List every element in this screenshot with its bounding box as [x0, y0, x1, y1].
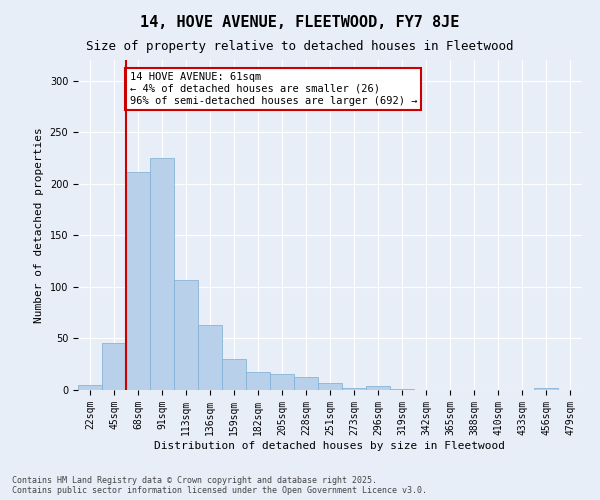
Bar: [342, 388, 366, 390]
Bar: [78, 385, 102, 390]
Text: Size of property relative to detached houses in Fleetwood: Size of property relative to detached ho…: [86, 40, 514, 53]
Bar: [534, 388, 558, 390]
Bar: [270, 374, 294, 390]
Text: 14 HOVE AVENUE: 61sqm
← 4% of detached houses are smaller (26)
96% of semi-detac: 14 HOVE AVENUE: 61sqm ← 4% of detached h…: [130, 72, 417, 106]
Text: 14, HOVE AVENUE, FLEETWOOD, FY7 8JE: 14, HOVE AVENUE, FLEETWOOD, FY7 8JE: [140, 15, 460, 30]
Bar: [390, 389, 414, 390]
Text: Contains HM Land Registry data © Crown copyright and database right 2025.
Contai: Contains HM Land Registry data © Crown c…: [12, 476, 427, 495]
Bar: [150, 158, 174, 390]
X-axis label: Distribution of detached houses by size in Fleetwood: Distribution of detached houses by size …: [155, 440, 505, 450]
Bar: [174, 280, 198, 390]
Bar: [102, 342, 126, 390]
Bar: [294, 376, 318, 390]
Bar: [318, 383, 342, 390]
Bar: [222, 359, 246, 390]
Bar: [126, 172, 150, 390]
Y-axis label: Number of detached properties: Number of detached properties: [34, 127, 44, 323]
Bar: [198, 325, 222, 390]
Bar: [366, 386, 390, 390]
Bar: [246, 372, 270, 390]
